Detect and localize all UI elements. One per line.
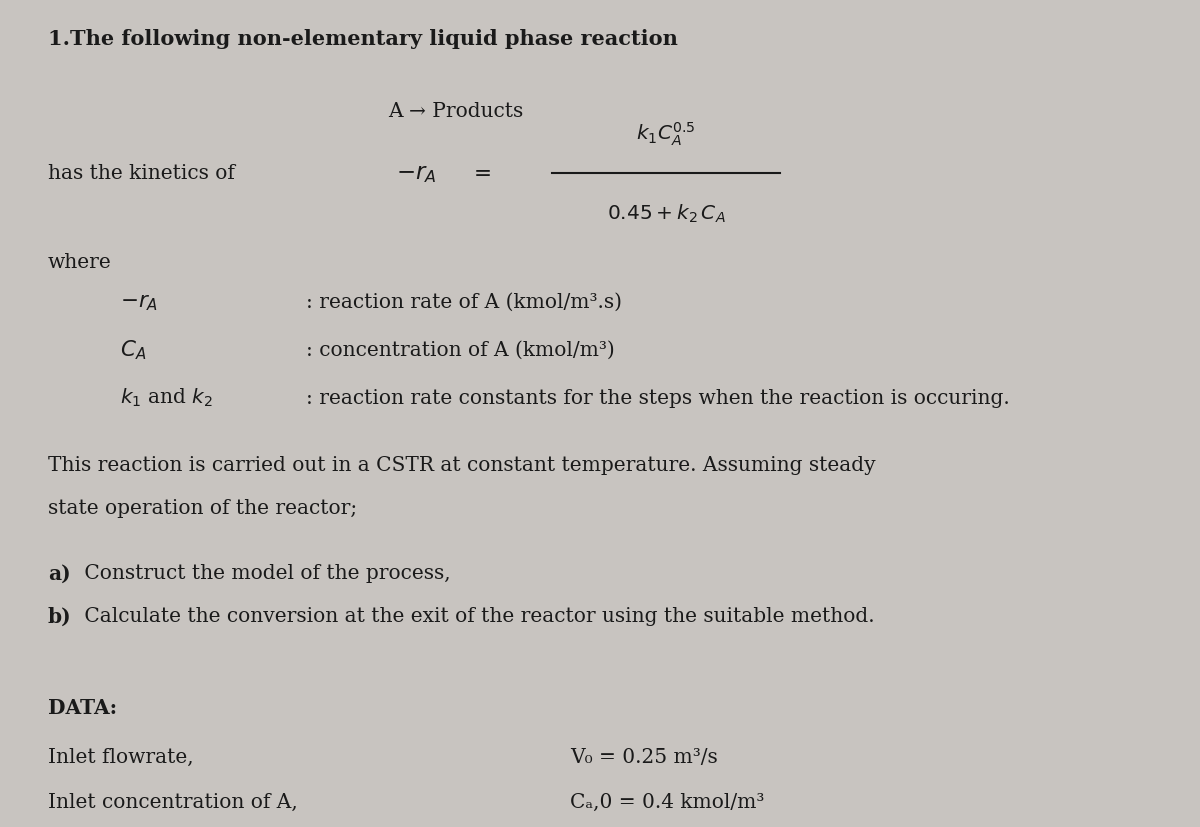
Text: =: = [474, 163, 492, 184]
Text: This reaction is carried out in a CSTR at constant temperature. Assuming steady: This reaction is carried out in a CSTR a… [48, 456, 876, 475]
Text: $k_1 C_A^{0.5}$: $k_1 C_A^{0.5}$ [636, 120, 696, 148]
Text: where: where [48, 252, 112, 271]
Text: V₀ = 0.25 m³/s: V₀ = 0.25 m³/s [570, 747, 718, 766]
Text: : reaction rate constants for the steps when the reaction is occuring.: : reaction rate constants for the steps … [306, 389, 1009, 407]
Text: Inlet concentration of A,: Inlet concentration of A, [48, 792, 298, 811]
Text: $C_A$: $C_A$ [120, 338, 146, 361]
Text: DATA:: DATA: [48, 697, 118, 717]
Text: Inlet flowrate,: Inlet flowrate, [48, 747, 193, 766]
Text: state operation of the reactor;: state operation of the reactor; [48, 499, 358, 518]
Text: $-r_A$: $-r_A$ [396, 163, 437, 184]
Text: $k_1$ and $k_2$: $k_1$ and $k_2$ [120, 387, 212, 409]
Text: Construct the model of the process,: Construct the model of the process, [78, 563, 451, 582]
Text: a): a) [48, 563, 71, 583]
Text: $0.45+ k_2\, C_A$: $0.45+ k_2\, C_A$ [607, 203, 725, 224]
Text: has the kinetics of: has the kinetics of [48, 165, 235, 183]
Text: $-r_A$: $-r_A$ [120, 291, 158, 313]
Text: : concentration of A (kmol/m³): : concentration of A (kmol/m³) [306, 341, 614, 359]
Text: 1.The following non-elementary liquid phase reaction: 1.The following non-elementary liquid ph… [48, 29, 678, 49]
Text: A → Products: A → Products [389, 102, 523, 121]
Text: b): b) [48, 606, 72, 626]
Text: Cₐ,0 = 0.4 kmol/m³: Cₐ,0 = 0.4 kmol/m³ [570, 792, 764, 811]
Text: Calculate the conversion at the exit of the reactor using the suitable method.: Calculate the conversion at the exit of … [78, 606, 875, 625]
Text: : reaction rate of A (kmol/m³.s): : reaction rate of A (kmol/m³.s) [306, 293, 622, 311]
